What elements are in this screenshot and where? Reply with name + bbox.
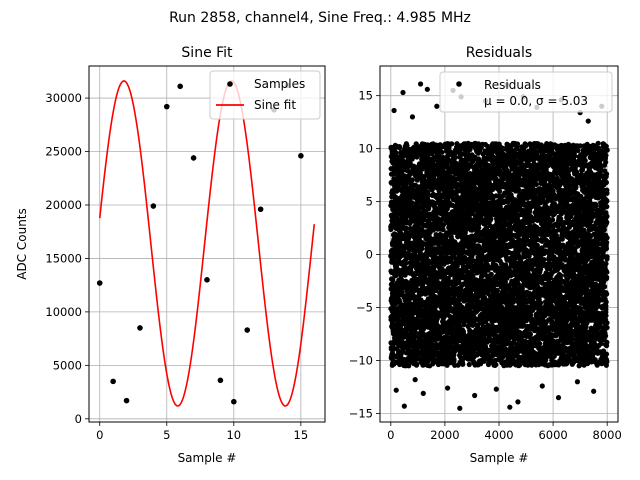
sine-fit-grid (89, 66, 325, 422)
sample-point (298, 153, 304, 159)
residual-point (398, 273, 404, 279)
residuals-xtick-label: 6000 (538, 428, 567, 442)
residual-point (399, 289, 405, 295)
sine-fit-xtick-label: 0 (96, 428, 103, 442)
residuals-panel: Residuals Sample # 0 2000 4000 6000 8000 −15 −… (349, 45, 622, 465)
residual-point (412, 248, 418, 254)
residual-point (452, 154, 458, 160)
sine-fit-line-layer (98, 80, 316, 407)
residual-point (460, 361, 466, 367)
residuals-xlabel: Sample # (470, 451, 529, 465)
residual-point (393, 150, 399, 156)
residual-point (439, 149, 445, 155)
sample-point (110, 378, 116, 385)
residuals-points-layer (388, 81, 610, 411)
sine-fit-ytick-label: 15000 (45, 251, 82, 265)
sample-point (257, 206, 264, 213)
sine-fit-title: Sine Fit (181, 45, 233, 61)
residual-point (390, 277, 396, 283)
sine-fit-curve (98, 80, 316, 407)
residual-point (403, 261, 409, 267)
sine-fit-xlabel: Sample # (178, 451, 237, 465)
residuals-xtick-label: 0 (387, 428, 394, 442)
sine-fit-xtick-label: 5 (163, 428, 170, 442)
residual-point (473, 277, 479, 283)
sine-fit-panel: Sine Fit Sample # ADC Counts 0 5 10 15 0 5000… (15, 45, 326, 465)
sine-fit-axes-frame (88, 65, 326, 423)
sine-fit-ytick-label: 20000 (45, 198, 82, 212)
legend-samples-marker (227, 81, 233, 87)
sine-fit-ytick-label: 10000 (45, 305, 82, 319)
residuals-ytick-label: 5 (366, 195, 373, 209)
residuals-ytick-label: 10 (358, 142, 373, 156)
sine-fit-ytick-label: 30000 (45, 91, 82, 105)
residual-point (395, 185, 401, 191)
residuals-ytick-label: −5 (356, 301, 373, 315)
residual-point (476, 225, 482, 231)
residuals-ytick-label: 15 (358, 89, 373, 103)
residual-point (449, 141, 455, 147)
residual-point (414, 362, 420, 368)
sine-fit-ticks: 0 5 10 15 0 5000 10000 15000 20000 25000 30000 (45, 91, 308, 442)
legend-sine-fit-label: Sine fit (254, 98, 296, 112)
residuals-title: Residuals (466, 45, 532, 61)
sine-fit-xtick-label: 15 (294, 428, 309, 442)
sample-point (244, 327, 251, 333)
sine-fit-legend: Samples Sine fit (209, 70, 321, 120)
sample-point (231, 398, 237, 405)
residuals-xtick-label: 2000 (430, 428, 459, 442)
residuals-ytick-label: −15 (349, 407, 373, 421)
residuals-xtick-label: 4000 (484, 428, 513, 442)
sample-point (204, 277, 210, 283)
residuals-ytick-label: −10 (349, 354, 373, 368)
sample-point (150, 203, 157, 209)
residual-point (394, 271, 400, 277)
residual-point (458, 287, 464, 293)
sample-point (137, 325, 143, 331)
residual-point (493, 362, 499, 368)
residual-point (406, 363, 412, 369)
residuals-ytick-label: 0 (366, 248, 373, 262)
residual-point (407, 347, 413, 354)
residuals-xtick-label: 8000 (593, 428, 622, 442)
residual-point (514, 141, 521, 147)
sample-point (96, 280, 103, 286)
sine-fit-legend-box (209, 70, 321, 120)
residuals-ticks: 0 2000 4000 6000 8000 −15 −10 −5 0 5 10 15 (349, 89, 622, 442)
sample-point (163, 103, 170, 110)
sine-fit-xtick-label: 10 (226, 428, 241, 442)
residual-point (397, 145, 403, 151)
residual-point (451, 356, 457, 362)
sample-point (177, 83, 183, 90)
residual-point (409, 200, 415, 206)
residual-point (466, 361, 472, 368)
residual-point (488, 216, 494, 222)
residual-point (403, 225, 409, 231)
sine-fit-ylabel: ADC Counts (15, 208, 29, 280)
residual-point (497, 188, 503, 194)
residual-point (409, 177, 415, 183)
sine-fit-ytick-label: 0 (75, 412, 82, 426)
sine-fit-ytick-label: 5000 (53, 358, 82, 372)
figure-suptitle: Run 2858, channel4, Sine Freq.: 4.985 MH… (169, 10, 471, 26)
residual-point (494, 287, 500, 294)
sample-point (190, 155, 197, 161)
legend-samples-label: Samples (254, 77, 305, 91)
sine-fit-ytick-label: 25000 (45, 145, 82, 159)
sample-point (217, 377, 224, 384)
sample-point (123, 397, 130, 404)
